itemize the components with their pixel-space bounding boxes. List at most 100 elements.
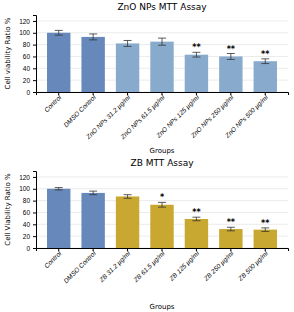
tick-mark xyxy=(33,224,36,225)
error-bar-line xyxy=(127,195,128,199)
tick: DMSO Control xyxy=(62,248,97,284)
error-bar-line xyxy=(265,228,266,232)
tick: ZB 250 µg/ml xyxy=(201,248,235,283)
tick-label: 80 xyxy=(23,41,31,48)
tick: 40 xyxy=(23,65,36,72)
error-bar xyxy=(261,59,269,64)
figure: ******020406080100120ControlDMSO Control… xyxy=(0,0,294,312)
error-bar-line xyxy=(158,38,166,39)
tick: 100 xyxy=(19,29,36,36)
error-bar-line xyxy=(162,38,163,45)
error-bar-line xyxy=(89,194,97,195)
error-bar-line xyxy=(230,227,231,231)
bar xyxy=(185,219,208,248)
tick-label: 60 xyxy=(23,209,31,216)
error-bar xyxy=(158,38,166,45)
tick: 80 xyxy=(23,41,36,48)
error-bar-line xyxy=(93,191,94,195)
tick-label: 100 xyxy=(19,29,30,36)
tick-label: ZB 250 µg/ml xyxy=(201,249,235,283)
error-bar xyxy=(261,228,269,232)
bar xyxy=(219,56,242,92)
error-bar-line xyxy=(93,34,94,40)
tick-mark xyxy=(33,21,36,22)
error-bar-line xyxy=(196,52,197,57)
tick-label: DMSO Control xyxy=(62,249,97,284)
y-axis: 0 20 40 60 80 100 120 xyxy=(19,16,36,96)
tick-label: 40 xyxy=(23,65,31,72)
tick-label: Control xyxy=(43,249,63,269)
error-bar xyxy=(227,227,235,231)
x-axis-title: Groups xyxy=(150,303,175,311)
error-bar-line xyxy=(55,187,63,188)
error-bar-line xyxy=(55,30,63,31)
bar xyxy=(116,43,139,92)
tick-label: ZnO NPs 500 µg/ml xyxy=(223,93,270,140)
tick: 0 xyxy=(26,89,36,96)
tick-label: DMSO Control xyxy=(62,93,97,128)
tick-label: 20 xyxy=(23,233,31,240)
error-bar-line xyxy=(124,198,132,199)
error-bar-line xyxy=(55,35,63,36)
error-bar-line xyxy=(230,54,231,60)
significance-label: * xyxy=(160,193,165,202)
bar xyxy=(185,55,208,92)
grid-line xyxy=(36,32,288,33)
error-bar-line xyxy=(192,220,200,221)
error-bar xyxy=(192,52,200,57)
tick: 0 xyxy=(26,245,36,252)
tick: 20 xyxy=(23,233,36,240)
bar xyxy=(254,61,277,92)
tick: 100 xyxy=(19,185,36,192)
tick-label: 80 xyxy=(23,197,31,204)
tick-label: 60 xyxy=(23,53,31,60)
bar xyxy=(47,189,70,248)
significance-label: ** xyxy=(261,50,270,59)
tick-mark xyxy=(33,189,36,190)
tick-mark xyxy=(33,177,36,178)
bar xyxy=(219,229,242,248)
tick-mark xyxy=(33,45,36,46)
tick-label: 120 xyxy=(19,174,30,181)
tick-label: ZB 125 µg/ml xyxy=(167,249,201,283)
error-bar-line xyxy=(124,46,132,47)
marks xyxy=(47,188,277,248)
grid-line xyxy=(36,188,288,189)
bar xyxy=(81,193,104,248)
tick: 120 xyxy=(19,18,36,25)
tick: 120 xyxy=(19,174,36,181)
error-bar-line xyxy=(162,202,163,207)
tick-mark xyxy=(33,236,36,237)
error-bar-line xyxy=(261,63,269,64)
error-bar xyxy=(227,54,235,60)
tick-mark xyxy=(33,68,36,69)
significance-label: ** xyxy=(192,43,201,52)
tick-mark xyxy=(33,92,36,93)
error-bar-line xyxy=(89,39,97,40)
tick: 60 xyxy=(23,209,36,216)
tick-mark xyxy=(33,80,36,81)
tick: ZB 61.5 µg/ml xyxy=(131,248,166,285)
error-bar xyxy=(89,191,97,195)
error-bar-line xyxy=(158,207,166,208)
tick-label: 0 xyxy=(26,89,30,96)
error-bar-line xyxy=(58,30,59,35)
tick: ZnO NPs 500 µg/ml xyxy=(223,92,270,140)
tick: 80 xyxy=(23,197,36,204)
tick-mark xyxy=(33,201,36,202)
tick: 40 xyxy=(23,221,36,228)
tick-label: 0 xyxy=(26,245,30,252)
x-axis-title: Groups xyxy=(150,147,175,155)
plot-area: *******020406080100120ControlDMSO Contro… xyxy=(19,172,288,285)
grid-line xyxy=(36,20,288,21)
error-bar xyxy=(89,34,97,40)
error-bar-line xyxy=(192,57,200,58)
error-bar-line xyxy=(265,59,266,64)
bar xyxy=(150,42,173,92)
bar xyxy=(47,33,70,92)
error-bar-line xyxy=(89,33,97,34)
error-bar-line xyxy=(127,40,128,46)
x-axis: ControlDMSO ControlZB 31.2 µg/mlZB 61.5 … xyxy=(37,248,289,285)
tick-label: 20 xyxy=(23,77,31,84)
error-bar-line xyxy=(124,40,132,41)
